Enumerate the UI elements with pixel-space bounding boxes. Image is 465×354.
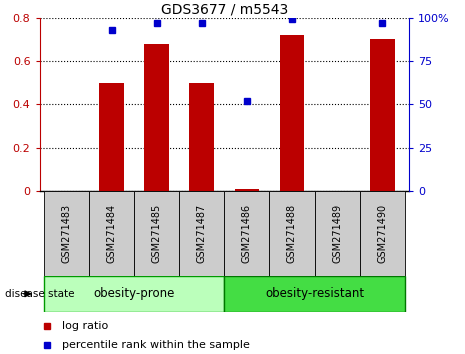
- Bar: [144, 44, 169, 191]
- Text: GSM271484: GSM271484: [106, 204, 117, 263]
- Bar: [224, 276, 405, 312]
- Text: log ratio: log ratio: [62, 321, 108, 331]
- Bar: [99, 83, 124, 191]
- Bar: [314, 191, 359, 276]
- Text: GSM271489: GSM271489: [332, 204, 342, 263]
- Bar: [89, 191, 134, 276]
- Text: percentile rank within the sample: percentile rank within the sample: [62, 341, 250, 350]
- Text: GSM271486: GSM271486: [242, 204, 252, 263]
- Bar: [234, 189, 259, 191]
- Bar: [269, 191, 314, 276]
- Text: GSM271488: GSM271488: [287, 204, 297, 263]
- Bar: [134, 191, 179, 276]
- Text: GSM271490: GSM271490: [377, 204, 387, 263]
- Bar: [179, 191, 224, 276]
- Text: disease state: disease state: [5, 289, 74, 299]
- Bar: [370, 39, 394, 191]
- Text: GSM271485: GSM271485: [152, 204, 162, 263]
- Bar: [279, 35, 305, 191]
- Bar: [189, 83, 214, 191]
- Title: GDS3677 / m5543: GDS3677 / m5543: [161, 2, 288, 17]
- Text: obesity-resistant: obesity-resistant: [265, 287, 364, 300]
- Text: GSM271483: GSM271483: [61, 204, 72, 263]
- Bar: [44, 276, 225, 312]
- Text: obesity-prone: obesity-prone: [93, 287, 175, 300]
- Bar: [44, 191, 89, 276]
- Bar: [359, 191, 405, 276]
- Bar: [224, 191, 269, 276]
- Text: GSM271487: GSM271487: [197, 204, 207, 263]
